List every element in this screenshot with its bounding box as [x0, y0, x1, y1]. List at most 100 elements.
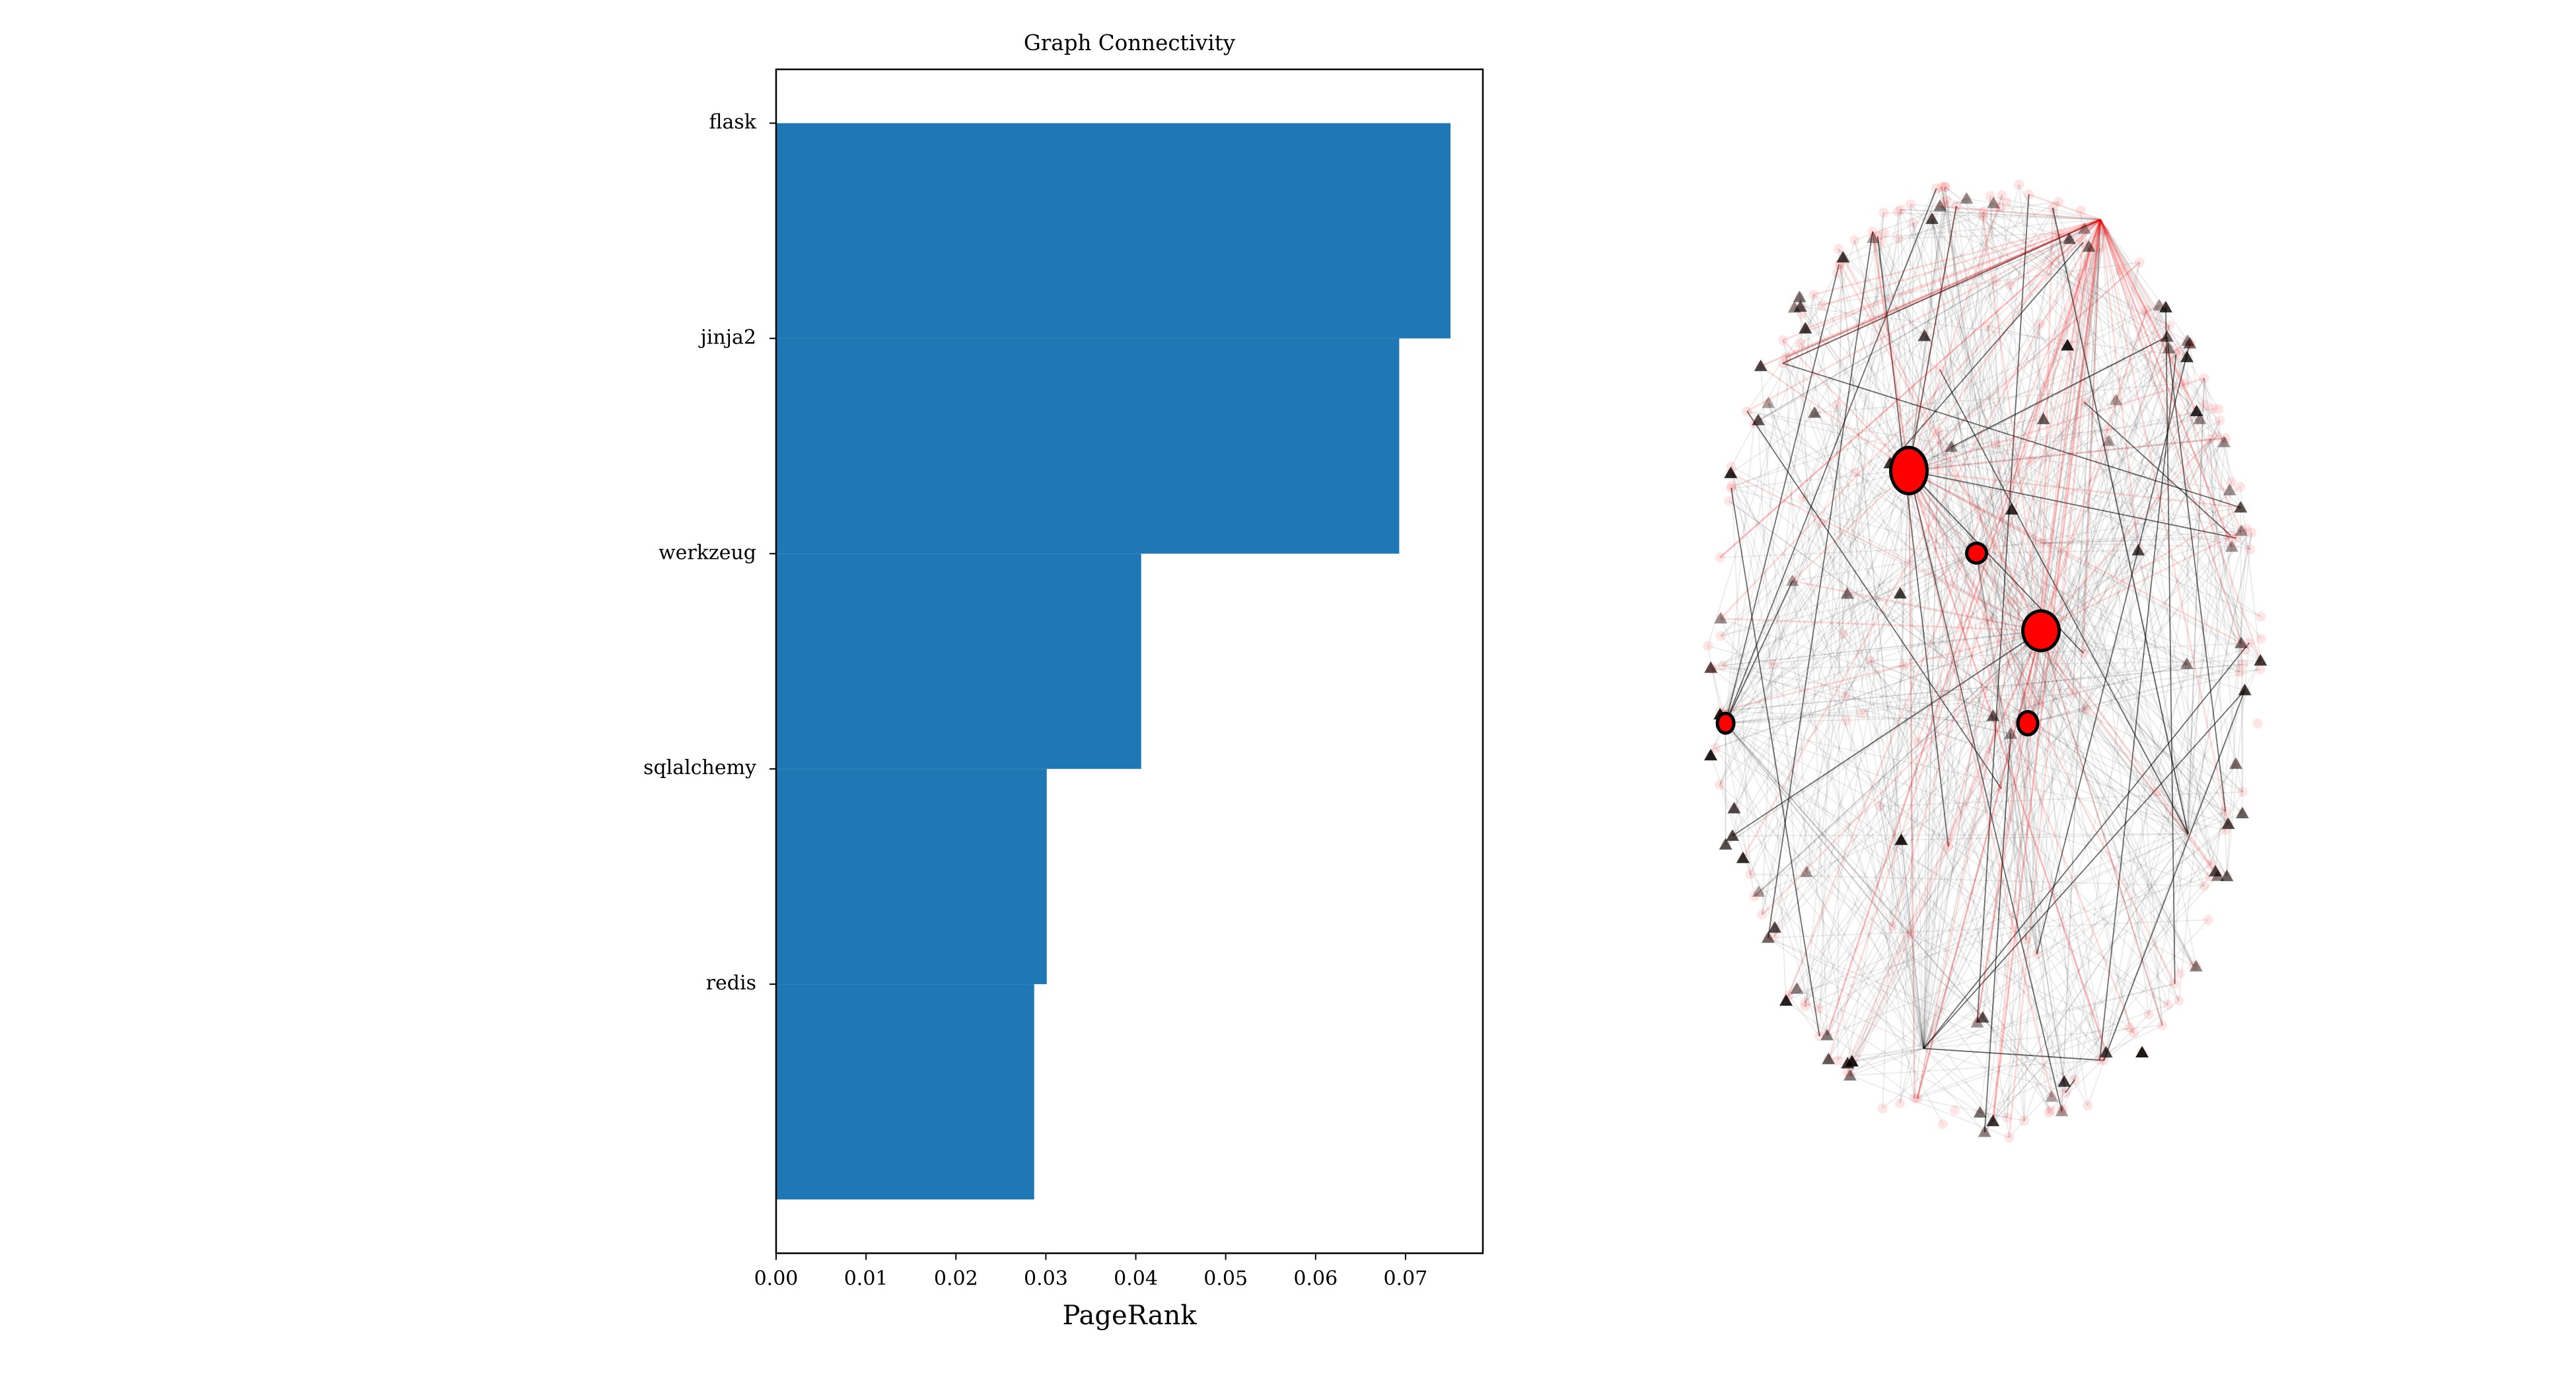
- network-edge: [1847, 203, 1994, 1064]
- network-edge: [1916, 715, 1994, 1099]
- network-edge: [1923, 215, 1984, 1049]
- network-edge: [1725, 723, 1893, 927]
- network-edge: [1908, 194, 2030, 471]
- network-edge-red: [1908, 470, 2107, 1053]
- network-edge-red: [1916, 630, 2042, 1099]
- network-edge: [1826, 630, 2042, 1036]
- network-edge: [2040, 378, 2205, 631]
- network-edge: [1719, 281, 1997, 785]
- network-edge: [1923, 1017, 1984, 1049]
- network-edge: [1842, 198, 1967, 258]
- network-edge: [1923, 340, 2188, 1049]
- network-node: [2170, 349, 2181, 360]
- network-node: [2098, 1055, 2109, 1065]
- network-edge: [1955, 205, 2028, 724]
- network-node: [2078, 237, 2089, 248]
- network-node: [1715, 552, 1725, 563]
- network-edge: [2040, 435, 2218, 631]
- network-edge: [1950, 446, 2194, 966]
- network-node: [2188, 960, 2199, 971]
- network-edge: [1976, 553, 2038, 954]
- network-edge: [2215, 532, 2252, 872]
- network-edge: [2100, 219, 2212, 865]
- network-edge: [2027, 723, 2038, 954]
- network-edge-red: [1939, 205, 2101, 221]
- network-edge: [1872, 238, 2100, 1061]
- network-edge: [1908, 470, 2063, 1112]
- network-edge: [1838, 248, 1925, 337]
- x-tick-label: 0.07: [1384, 1267, 1428, 1291]
- network-edge: [2027, 429, 2109, 724]
- network-edge: [2100, 219, 2190, 344]
- network-edge: [1725, 723, 2067, 1093]
- network-edge: [1722, 630, 2042, 666]
- network-edge: [1731, 264, 1842, 468]
- network-edge: [1908, 336, 2168, 472]
- network-node: [2152, 787, 2163, 797]
- network-node: [2009, 596, 2019, 606]
- network-edge: [1725, 723, 2100, 1061]
- network-edge: [1976, 552, 2240, 673]
- network-edge: [2052, 207, 2197, 967]
- network-edge: [1725, 713, 1863, 724]
- network-edge: [1720, 711, 1820, 1037]
- network-node: [1832, 1055, 1843, 1065]
- network-arrow: [1725, 829, 1739, 841]
- network-edge: [1855, 472, 1925, 1049]
- network-node: [2034, 318, 2045, 329]
- network-edge-red: [2040, 242, 2084, 631]
- network-node: [2079, 397, 2090, 408]
- network-edge: [2239, 487, 2262, 661]
- network-node: [1912, 737, 1923, 748]
- network-edge: [1800, 306, 2176, 356]
- network-node: [2124, 1022, 2135, 1033]
- network-edge: [1710, 405, 1838, 756]
- network-edge-red: [1792, 580, 2042, 632]
- network-node: [2186, 339, 2196, 350]
- network-arrow: [2183, 336, 2197, 349]
- network-edge: [1983, 201, 2059, 213]
- network-edge: [1923, 325, 2170, 1049]
- network-node: [1912, 1093, 1923, 1104]
- network-edge: [1730, 472, 2028, 724]
- network-edge: [1987, 344, 2192, 622]
- network-edge: [1785, 219, 2101, 358]
- network-arrow: [1893, 587, 1907, 599]
- network-edge: [1710, 552, 1977, 669]
- network-edge: [2100, 219, 2244, 664]
- network-edge-red: [1908, 470, 2107, 1053]
- network-node: [2114, 266, 2125, 276]
- network-edge-red: [2099, 219, 2242, 532]
- network-node: [2143, 1009, 2154, 1020]
- network-arrow: [2135, 1046, 2149, 1058]
- network-edge: [2184, 383, 2242, 643]
- network-edge: [1840, 203, 1994, 266]
- network-edge: [2036, 305, 2160, 954]
- network-edge: [1941, 186, 2100, 1060]
- network-node: [2237, 659, 2248, 670]
- network-edge: [1908, 470, 2261, 662]
- network-edge: [2059, 233, 2189, 834]
- network-edge: [1836, 272, 1910, 471]
- network-node: [1988, 198, 1999, 209]
- network-edge: [1910, 204, 2025, 1121]
- network-node: [1935, 365, 1945, 375]
- network-node: [1767, 658, 1777, 669]
- network-edge-red: [1908, 470, 2135, 1034]
- network-node: [2025, 455, 2036, 466]
- network-edge: [1845, 219, 2101, 697]
- network-edge: [1725, 522, 1822, 724]
- network-edge: [1847, 593, 2243, 793]
- network-node: [2002, 1112, 2013, 1123]
- network-hub-core: [2019, 713, 2036, 733]
- network-edge: [2178, 481, 2233, 1001]
- network-edge: [1750, 470, 1910, 874]
- bar: [776, 123, 1450, 339]
- network-edge: [1902, 435, 2218, 666]
- network-node: [1978, 211, 1988, 221]
- network-node: [1931, 184, 1942, 194]
- network-edge: [2074, 664, 2188, 1081]
- network-edge: [1976, 552, 2228, 877]
- network-edge-red: [1782, 219, 2101, 365]
- network-node: [1991, 276, 2001, 287]
